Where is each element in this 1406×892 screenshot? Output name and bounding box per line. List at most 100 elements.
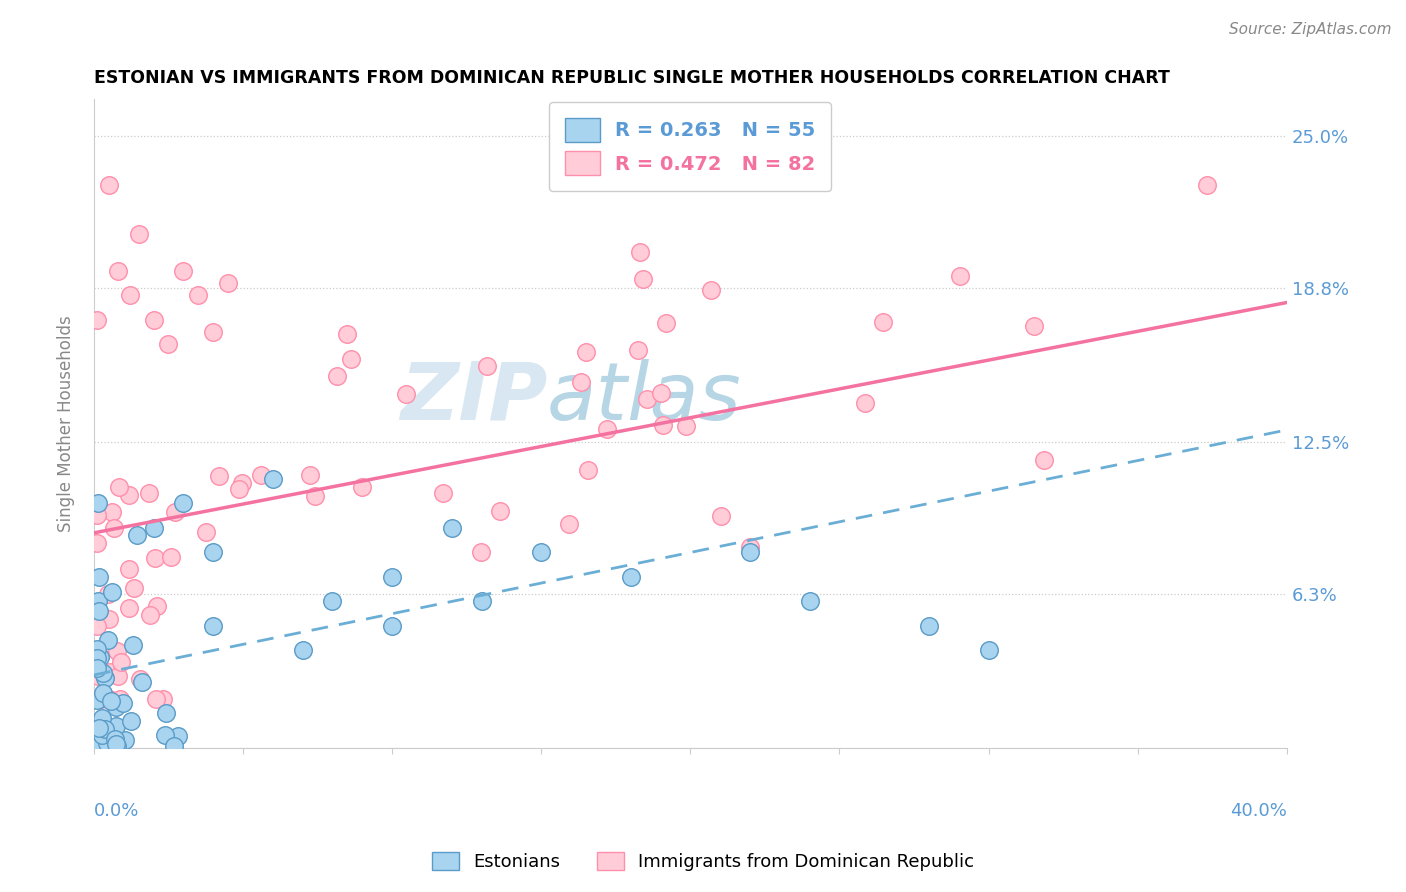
Point xyxy=(304,490,326,504)
Point xyxy=(432,486,454,500)
Point xyxy=(104,699,127,714)
Legend: Estonians, Immigrants from Dominican Republic: Estonians, Immigrants from Dominican Rep… xyxy=(425,845,981,879)
Point xyxy=(208,468,231,483)
Point xyxy=(326,368,349,383)
Point xyxy=(142,521,165,535)
Point xyxy=(104,718,127,732)
Point xyxy=(471,594,494,608)
Point xyxy=(187,288,209,302)
Point xyxy=(125,527,148,541)
Y-axis label: Single Mother Households: Single Mother Households xyxy=(58,316,75,533)
Point xyxy=(122,582,145,596)
Point xyxy=(145,692,167,706)
Point xyxy=(596,421,619,435)
Point xyxy=(91,612,114,626)
Point xyxy=(675,418,697,433)
Point xyxy=(628,245,651,260)
Point xyxy=(155,706,177,720)
Point xyxy=(120,714,142,729)
Point xyxy=(339,351,361,366)
Point xyxy=(949,269,972,284)
Point xyxy=(395,386,418,401)
Legend: R = 0.263   N = 55, R = 0.472   N = 82: R = 0.263 N = 55, R = 0.472 N = 82 xyxy=(550,103,831,191)
Point xyxy=(118,600,141,615)
Point xyxy=(1022,319,1045,334)
Point xyxy=(87,594,110,608)
Point xyxy=(172,496,194,510)
Point xyxy=(620,570,643,584)
Point xyxy=(100,505,122,519)
Point xyxy=(139,608,162,623)
Point xyxy=(91,728,114,742)
Point xyxy=(97,586,120,600)
Point xyxy=(530,545,553,559)
Point xyxy=(977,643,1000,657)
Point xyxy=(153,728,176,742)
Point xyxy=(97,633,120,648)
Point xyxy=(145,599,167,613)
Point xyxy=(118,288,141,302)
Point xyxy=(90,692,112,706)
Point xyxy=(86,661,108,675)
Point xyxy=(262,472,284,486)
Point xyxy=(172,263,194,277)
Point xyxy=(202,619,225,633)
Point xyxy=(86,723,108,738)
Text: atlas: atlas xyxy=(547,359,742,437)
Point xyxy=(98,612,121,626)
Point xyxy=(142,312,165,326)
Point xyxy=(110,656,132,670)
Point xyxy=(381,570,404,584)
Point xyxy=(918,619,941,633)
Point xyxy=(352,480,374,494)
Point xyxy=(574,345,596,359)
Point xyxy=(700,283,723,297)
Point xyxy=(578,463,600,477)
Point xyxy=(163,505,186,519)
Point xyxy=(94,722,117,736)
Point xyxy=(738,540,761,554)
Point xyxy=(104,732,127,747)
Text: 40.0%: 40.0% xyxy=(1230,803,1286,821)
Point xyxy=(163,739,186,753)
Point xyxy=(131,674,153,689)
Point xyxy=(91,666,114,681)
Point xyxy=(86,508,108,522)
Point xyxy=(90,647,112,661)
Point xyxy=(114,733,136,747)
Point xyxy=(86,642,108,657)
Point xyxy=(336,327,359,342)
Point xyxy=(166,729,188,743)
Point xyxy=(650,386,672,401)
Point xyxy=(107,668,129,682)
Text: ESTONIAN VS IMMIGRANTS FROM DOMINICAN REPUBLIC SINGLE MOTHER HOUSEHOLDS CORRELAT: ESTONIAN VS IMMIGRANTS FROM DOMINICAN RE… xyxy=(94,69,1170,87)
Point xyxy=(321,594,343,608)
Point xyxy=(440,521,463,535)
Text: ZIP: ZIP xyxy=(399,359,547,437)
Point xyxy=(86,536,108,550)
Point xyxy=(87,669,110,683)
Point xyxy=(96,736,118,750)
Point xyxy=(157,337,180,351)
Point xyxy=(122,638,145,652)
Point xyxy=(87,569,110,583)
Point xyxy=(799,594,821,608)
Point xyxy=(89,650,111,665)
Point xyxy=(652,417,675,432)
Point xyxy=(231,475,253,490)
Point xyxy=(91,711,114,725)
Point xyxy=(86,618,108,632)
Point xyxy=(470,545,492,559)
Point xyxy=(202,325,225,339)
Point xyxy=(217,276,239,290)
Point xyxy=(86,717,108,731)
Point xyxy=(105,737,128,751)
Point xyxy=(87,603,110,617)
Point xyxy=(558,517,581,532)
Point xyxy=(145,551,167,566)
Point xyxy=(228,483,250,497)
Point xyxy=(98,665,121,680)
Point xyxy=(112,697,135,711)
Point xyxy=(250,468,273,483)
Point xyxy=(627,343,650,358)
